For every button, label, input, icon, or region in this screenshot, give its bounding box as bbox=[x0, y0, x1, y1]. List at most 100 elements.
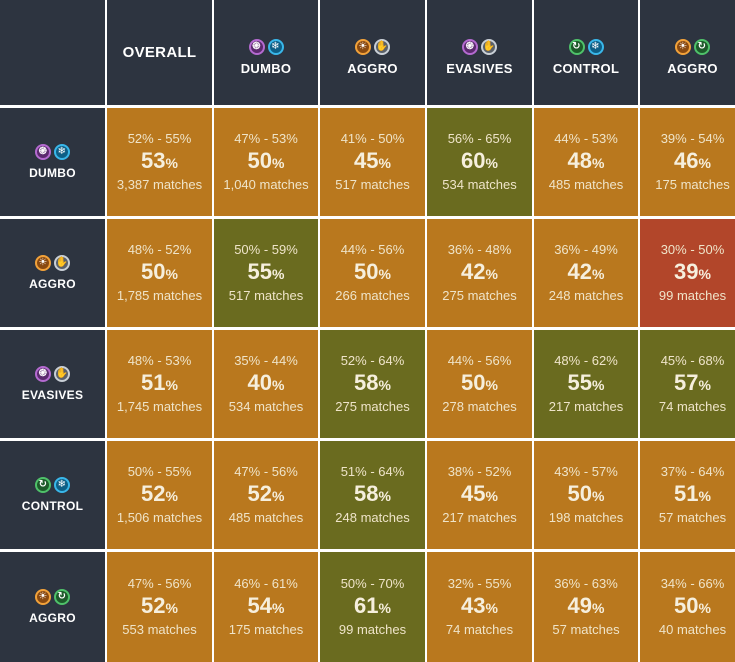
column-header-0[interactable]: ֎ ❄ DUMBO bbox=[214, 0, 318, 105]
matchup-cell[interactable]: 37% - 64% 51% 57 matches bbox=[640, 441, 735, 549]
match-count: 275 matches bbox=[442, 287, 517, 303]
win-rate-number: 54 bbox=[247, 592, 273, 618]
matchup-cell[interactable]: 44% - 53% 48% 485 matches bbox=[534, 108, 638, 216]
win-rate-range: 48% - 53% bbox=[127, 352, 192, 368]
column-header-3[interactable]: ↻ ❄ CONTROL bbox=[534, 0, 638, 105]
matchup-cell[interactable]: 47% - 53% 50% 1,040 matches bbox=[214, 108, 318, 216]
match-count: 175 matches bbox=[655, 176, 730, 192]
matchup-cell[interactable]: 30% - 50% 39% 99 matches bbox=[640, 219, 735, 327]
win-rate-range: 56% - 65% bbox=[447, 130, 512, 146]
win-rate-range: 43% - 57% bbox=[554, 463, 618, 479]
overall-cell[interactable]: 52% - 55% 53% 3,387 matches bbox=[107, 108, 212, 216]
match-count: 553 matches bbox=[122, 621, 197, 637]
deck-icons: ↻ ❄ bbox=[35, 477, 70, 493]
win-rate-value: 45% bbox=[354, 148, 391, 176]
win-rate-value: 45% bbox=[461, 481, 498, 509]
overall-cell[interactable]: 48% - 52% 50% 1,785 matches bbox=[107, 219, 212, 327]
row-header-4[interactable]: ☀ ↻ AGGRO bbox=[0, 552, 105, 662]
matchup-cell[interactable]: 51% - 64% 58% 248 matches bbox=[320, 441, 425, 549]
match-count: 517 matches bbox=[335, 176, 410, 192]
win-rate-value: 50% bbox=[568, 481, 605, 509]
win-rate-number: 61 bbox=[354, 592, 379, 618]
win-rate-value: 51% bbox=[141, 370, 178, 398]
win-rate-range: 50% - 59% bbox=[234, 241, 298, 257]
matchup-cell[interactable]: 32% - 55% 43% 74 matches bbox=[427, 552, 532, 662]
win-rate-range: 44% - 56% bbox=[447, 352, 512, 368]
percent-sign: % bbox=[592, 487, 605, 504]
win-rate-value: 42% bbox=[568, 259, 605, 287]
matchup-cell[interactable]: 39% - 54% 46% 175 matches bbox=[640, 108, 735, 216]
match-count: 248 matches bbox=[548, 287, 624, 303]
matchup-cell[interactable]: 56% - 65% 60% 534 matches bbox=[427, 108, 532, 216]
row-header-3[interactable]: ↻ ❄ CONTROL bbox=[0, 441, 105, 549]
matchup-cell[interactable]: 43% - 57% 50% 198 matches bbox=[534, 441, 638, 549]
win-rate-range: 38% - 52% bbox=[447, 463, 512, 479]
orange-sun-icon: ☀ bbox=[355, 39, 371, 55]
matchup-cell[interactable]: 38% - 52% 45% 217 matches bbox=[427, 441, 532, 549]
corner-cell bbox=[0, 0, 105, 105]
matchup-cell[interactable]: 47% - 56% 52% 485 matches bbox=[214, 441, 318, 549]
percent-sign: % bbox=[485, 154, 498, 171]
overall-cell[interactable]: 50% - 55% 52% 1,506 matches bbox=[107, 441, 212, 549]
percent-sign: % bbox=[165, 154, 178, 171]
column-header-2[interactable]: ֎ ✋ EVASIVES bbox=[427, 0, 532, 105]
matchup-cell[interactable]: 44% - 56% 50% 266 matches bbox=[320, 219, 425, 327]
deck-icons: ֎ ❄ bbox=[35, 144, 70, 160]
percent-sign: % bbox=[165, 599, 178, 616]
win-rate-number: 55 bbox=[247, 258, 273, 284]
matchup-cell[interactable]: 41% - 50% 45% 517 matches bbox=[320, 108, 425, 216]
row-header-0[interactable]: ֎ ❄ DUMBO bbox=[0, 108, 105, 216]
win-rate-number: 50 bbox=[567, 480, 593, 506]
win-rate-value: 52% bbox=[141, 593, 178, 621]
matchup-cell[interactable]: 34% - 66% 50% 40 matches bbox=[640, 552, 735, 662]
row-label: AGGRO bbox=[29, 277, 76, 291]
row-header-2[interactable]: ֎ ✋ EVASIVES bbox=[0, 330, 105, 438]
matchup-cell[interactable]: 52% - 64% 58% 275 matches bbox=[320, 330, 425, 438]
column-header-4[interactable]: ☀ ↻ AGGRO bbox=[640, 0, 735, 105]
deck-icons: ֎ ✋ bbox=[462, 39, 497, 55]
matchup-cell[interactable]: 44% - 56% 50% 278 matches bbox=[427, 330, 532, 438]
percent-sign: % bbox=[165, 487, 178, 504]
win-rate-value: 48% bbox=[568, 148, 605, 176]
match-count: 217 matches bbox=[442, 509, 517, 525]
matchup-cell[interactable]: 45% - 68% 57% 74 matches bbox=[640, 330, 735, 438]
win-rate-number: 39 bbox=[674, 258, 699, 284]
percent-sign: % bbox=[485, 487, 498, 504]
green-swirl-icon: ↻ bbox=[568, 39, 585, 55]
matchup-cell[interactable]: 48% - 62% 55% 217 matches bbox=[534, 330, 638, 438]
matchup-cell[interactable]: 36% - 49% 42% 248 matches bbox=[534, 219, 638, 327]
column-label: AGGRO bbox=[347, 61, 398, 76]
win-rate-range: 41% - 50% bbox=[340, 130, 405, 146]
percent-sign: % bbox=[485, 599, 498, 616]
matchup-cell[interactable]: 46% - 61% 54% 175 matches bbox=[214, 552, 318, 662]
win-rate-number: 50 bbox=[674, 592, 699, 618]
column-header-1[interactable]: ☀ ✋ AGGRO bbox=[320, 0, 425, 105]
win-rate-range: 37% - 64% bbox=[660, 463, 725, 479]
deck-icons: ☀ ✋ bbox=[35, 255, 70, 271]
overall-cell[interactable]: 47% - 56% 52% 553 matches bbox=[107, 552, 212, 662]
win-rate-value: 55% bbox=[248, 259, 285, 287]
win-rate-number: 46 bbox=[674, 147, 699, 173]
purple-spiral-icon: ֎ bbox=[248, 39, 265, 55]
matchup-cell[interactable]: 50% - 70% 61% 99 matches bbox=[320, 552, 425, 662]
matchup-cell[interactable]: 36% - 48% 42% 275 matches bbox=[427, 219, 532, 327]
win-rate-range: 35% - 44% bbox=[234, 352, 298, 368]
matchup-cell[interactable]: 35% - 44% 40% 534 matches bbox=[214, 330, 318, 438]
percent-sign: % bbox=[272, 265, 285, 282]
silver-hand-icon: ✋ bbox=[374, 39, 390, 55]
win-rate-number: 52 bbox=[141, 480, 166, 506]
match-count: 57 matches bbox=[658, 509, 727, 525]
matchup-cell[interactable]: 36% - 63% 49% 57 matches bbox=[534, 552, 638, 662]
win-rate-range: 30% - 50% bbox=[660, 241, 725, 257]
row-header-1[interactable]: ☀ ✋ AGGRO bbox=[0, 219, 105, 327]
overall-cell[interactable]: 48% - 53% 51% 1,745 matches bbox=[107, 330, 212, 438]
win-rate-value: 50% bbox=[354, 259, 391, 287]
column-label: DUMBO bbox=[240, 61, 292, 76]
cyan-snowflake-icon: ❄ bbox=[54, 144, 70, 160]
win-rate-value: 42% bbox=[461, 259, 498, 287]
win-rate-number: 49 bbox=[567, 592, 593, 618]
win-rate-value: 60% bbox=[461, 148, 498, 176]
matchup-cell[interactable]: 50% - 59% 55% 517 matches bbox=[214, 219, 318, 327]
percent-sign: % bbox=[698, 487, 711, 504]
